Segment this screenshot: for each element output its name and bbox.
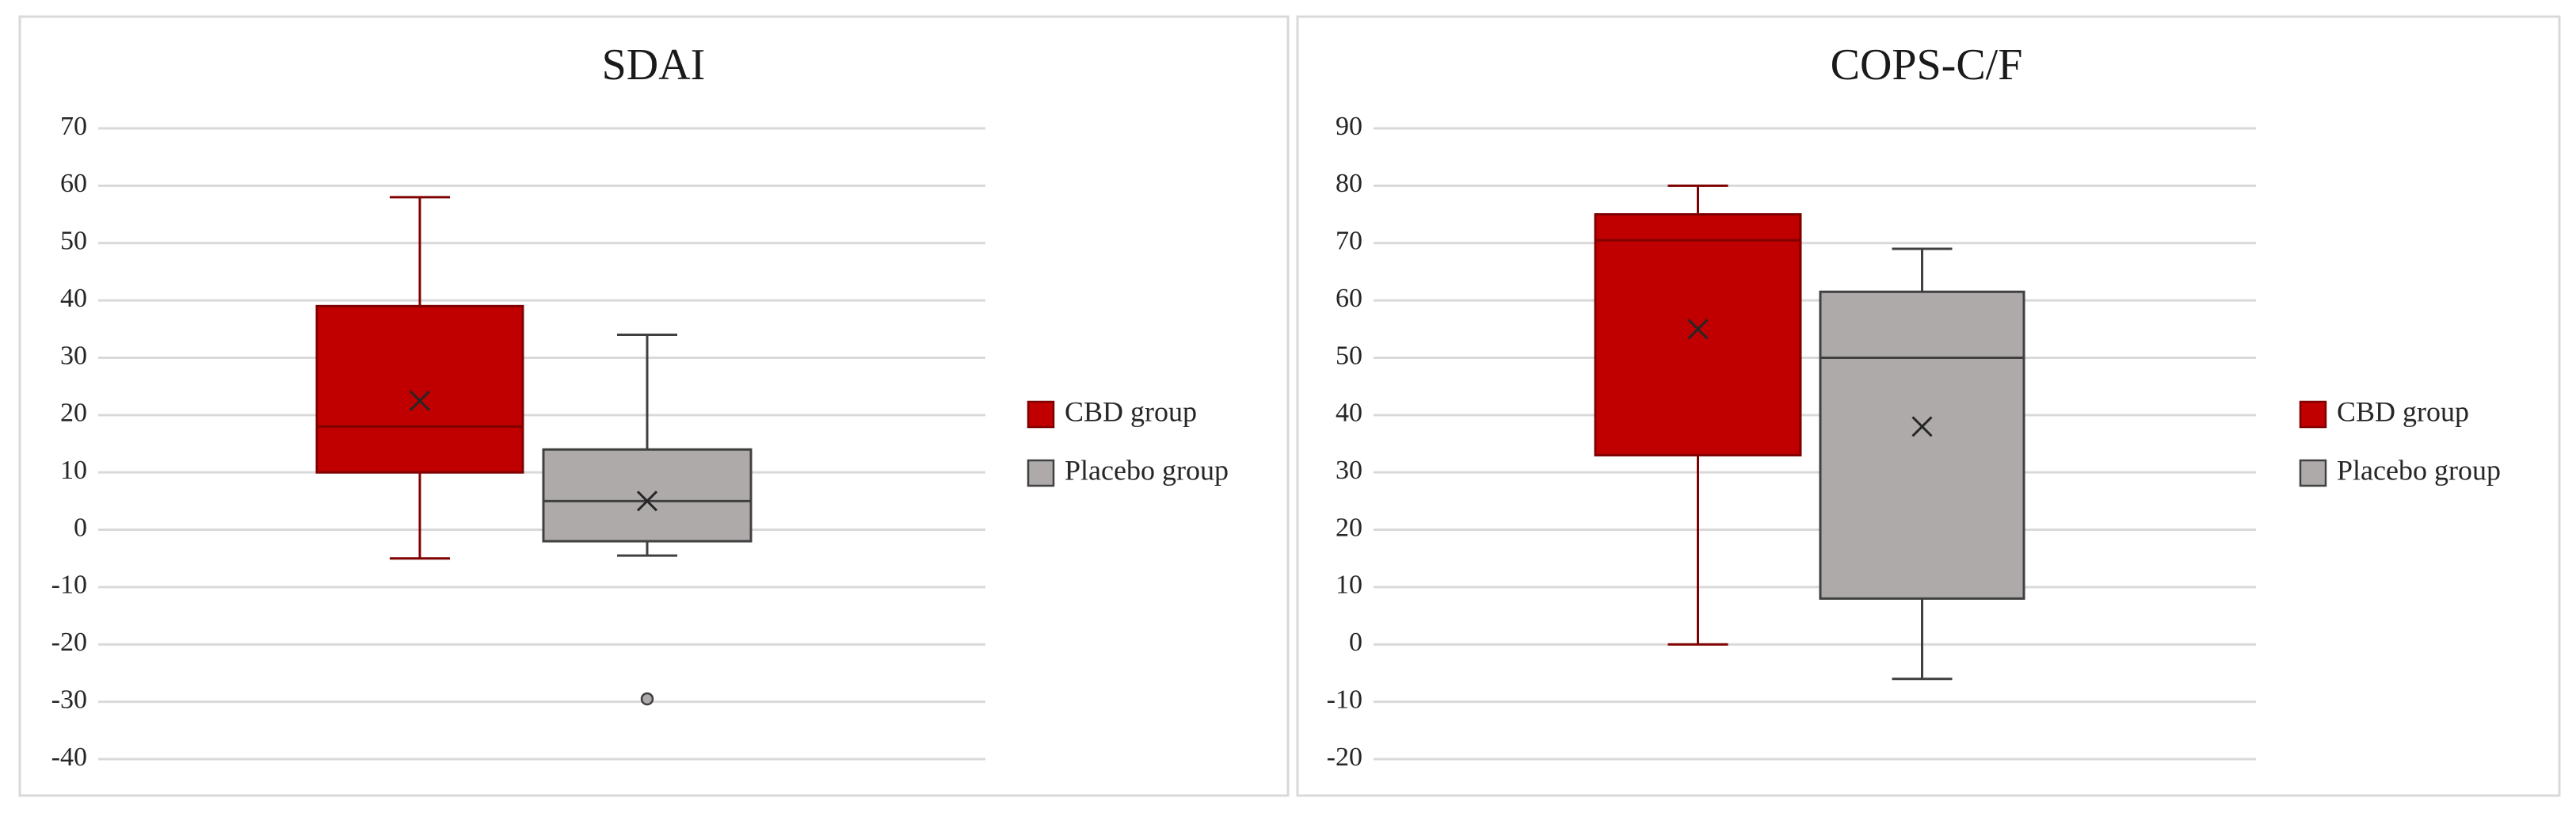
- y-tick-label: 50: [60, 227, 87, 256]
- mean-marker: [409, 390, 431, 411]
- outlier: [640, 692, 654, 706]
- y-tick-label: 20: [1336, 513, 1362, 542]
- y-tick-label: 60: [1336, 284, 1362, 313]
- y-tick-label: 0: [74, 513, 87, 542]
- y-tick-label: 50: [1336, 341, 1362, 370]
- legend-swatch: [2299, 459, 2327, 487]
- y-tick-label: 40: [60, 284, 87, 313]
- box: [315, 304, 524, 474]
- box: [1819, 290, 2025, 600]
- y-tick-label: 60: [60, 169, 87, 198]
- legend-swatch: [1027, 459, 1055, 487]
- y-tick-label: -30: [51, 685, 87, 714]
- y-tick-label: 30: [1336, 456, 1362, 485]
- y-tick-label: -40: [51, 742, 87, 772]
- y-tick-label: 30: [60, 341, 87, 370]
- y-tick-label: 0: [1349, 628, 1362, 657]
- legend-swatch: [2299, 400, 2327, 429]
- y-tick-label: -10: [51, 571, 87, 600]
- legend-label: Placebo group: [2337, 454, 2501, 486]
- box: [1594, 213, 1802, 456]
- legend-label: CBD group: [1065, 395, 1197, 427]
- y-tick-label: -10: [1327, 685, 1362, 714]
- y-tick-label: 20: [60, 399, 87, 428]
- y-tick-label: 70: [60, 112, 87, 141]
- legend-swatch: [1027, 400, 1055, 429]
- y-tick-label: 40: [1336, 399, 1362, 428]
- chart-title: COPS-C/F: [1831, 40, 2023, 90]
- legend-label: CBD group: [2337, 395, 2469, 427]
- mean-marker: [1911, 416, 1933, 437]
- chart-title: SDAI: [602, 40, 706, 90]
- y-tick-label: -20: [1327, 742, 1362, 772]
- y-tick-label: 90: [1336, 112, 1362, 141]
- mean-marker: [636, 490, 658, 512]
- y-tick-label: 10: [1336, 571, 1362, 600]
- box: [542, 448, 753, 543]
- legend-label: Placebo group: [1065, 454, 1229, 486]
- panel-border: [18, 15, 1290, 797]
- y-tick-label: 80: [1336, 169, 1362, 198]
- y-tick-label: 10: [60, 456, 87, 485]
- y-tick-label: 70: [1336, 227, 1362, 256]
- mean-marker: [1687, 319, 1709, 340]
- y-tick-label: -20: [51, 628, 87, 657]
